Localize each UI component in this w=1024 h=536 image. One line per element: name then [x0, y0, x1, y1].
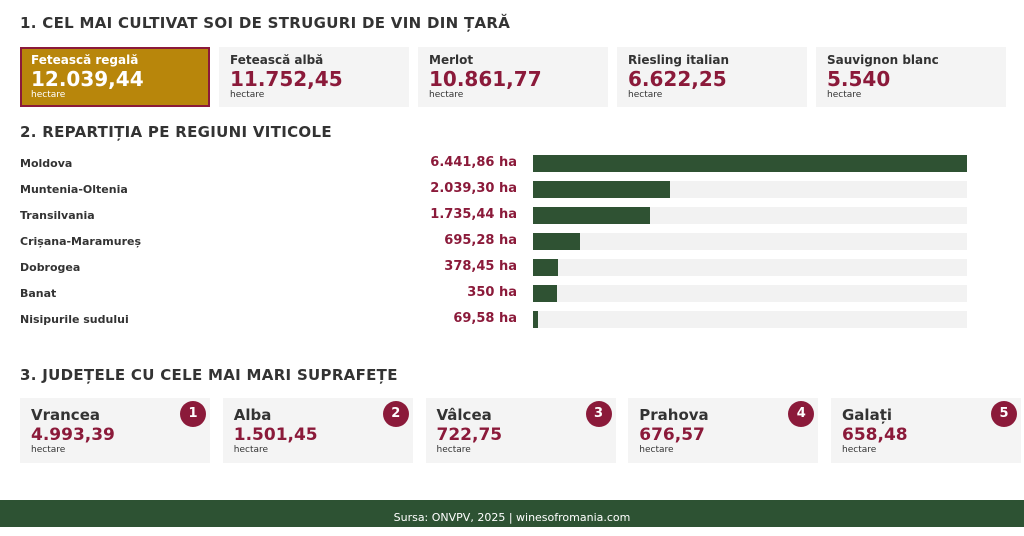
county-name: Alba	[233, 406, 272, 424]
variety-value: 5.540	[827, 67, 891, 91]
variety-unit: hectare	[230, 90, 265, 100]
region-value: 69,58 ha	[453, 311, 517, 326]
variety-unit: hectare	[429, 90, 464, 100]
variety-value: 6.622,25	[628, 67, 727, 91]
variety-card: Riesling italian 6.622,25 hectare	[617, 47, 807, 107]
rank-badge: 4	[788, 401, 815, 427]
variety-name: Sauvignon blanc	[827, 53, 939, 67]
region-label: Transilvania	[20, 209, 95, 222]
county-value: 722,75	[436, 425, 503, 445]
variety-card: Fetească albă 11.752,45 hectare	[219, 47, 409, 107]
county-name: Vâlcea	[436, 406, 492, 424]
county-card: 2 Alba 1.501,45 hectare	[222, 398, 413, 463]
county-value: 1.501,45	[233, 425, 318, 445]
region-bar	[533, 259, 559, 276]
region-bar-track	[533, 259, 967, 276]
county-unit: hectare	[31, 445, 66, 455]
variety-name: Merlot	[429, 53, 474, 67]
region-bar	[533, 233, 580, 250]
county-card: 1 Vrancea 4.993,39 hectare	[20, 398, 210, 463]
section-1-title: 1. CEL MAI CULTIVAT SOI DE STRUGURI DE V…	[20, 14, 511, 32]
county-name: Galați	[842, 406, 893, 424]
county-unit: hectare	[233, 445, 269, 455]
variety-card: Sauvignon blanc 5.540 hectare	[816, 47, 1006, 107]
county-value: 658,48	[842, 425, 908, 445]
variety-value: 11.752,45	[230, 67, 343, 91]
variety-unit: hectare	[827, 90, 862, 100]
region-label: Crișana-Maramureș	[20, 235, 141, 248]
region-label: Banat	[20, 287, 57, 300]
region-value: 350 ha	[467, 285, 517, 300]
variety-unit: hectare	[31, 90, 66, 100]
region-label: Moldova	[20, 157, 73, 170]
region-row: Moldova 6.441,86 ha	[20, 155, 970, 173]
county-card: 4 Prahova 676,57 hectare	[628, 398, 819, 463]
region-label: Dobrogea	[20, 261, 81, 274]
region-row: Dobrogea 378,45 ha	[20, 259, 970, 277]
region-bar-track	[533, 155, 967, 172]
region-value: 1.735,44 ha	[430, 207, 517, 222]
region-label: Nisipurile sudului	[20, 313, 129, 326]
rank-badge: 2	[382, 401, 409, 427]
region-value: 695,28 ha	[444, 233, 517, 248]
region-bar-track	[533, 285, 967, 302]
section-3-title: 3. JUDEȚELE CU CELE MAI MARI SUPRAFEȚE	[20, 366, 398, 384]
county-card: 5 Galați 658,48 hectare	[831, 398, 1021, 463]
region-value: 2.039,30 ha	[430, 181, 517, 196]
county-name: Vrancea	[31, 406, 100, 424]
variety-value: 12.039,44	[31, 67, 144, 91]
region-value: 6.441,86 ha	[430, 155, 517, 170]
region-bar	[533, 311, 538, 328]
county-unit: hectare	[639, 445, 674, 455]
footer-source: Sursa: ONVPV, 2025 | winesofromania.com	[0, 500, 1024, 527]
county-unit: hectare	[436, 445, 471, 455]
region-value: 378,45 ha	[444, 259, 517, 274]
rank-badge: 5	[991, 401, 1017, 427]
variety-name: Fetească regală	[31, 53, 139, 67]
region-row: Crișana-Maramureș 695,28 ha	[20, 233, 970, 251]
region-bar	[533, 207, 650, 224]
variety-name: Fetească albă	[230, 53, 324, 67]
variety-unit: hectare	[628, 90, 663, 100]
variety-value: 10.861,77	[429, 67, 542, 91]
county-value: 4.993,39	[31, 425, 115, 445]
region-bar-track	[533, 181, 967, 198]
section-2-title: 2. REPARTIȚIA PE REGIUNI VITICOLE	[20, 123, 332, 141]
region-bar	[533, 181, 671, 198]
rank-badge: 3	[585, 401, 612, 427]
region-row: Nisipurile sudului 69,58 ha	[20, 311, 970, 329]
variety-name: Riesling italian	[628, 53, 729, 67]
region-bar	[533, 285, 557, 302]
county-card: 3 Vâlcea 722,75 hectare	[425, 398, 616, 463]
rank-badge: 1	[180, 401, 206, 427]
county-name: Prahova	[639, 406, 709, 424]
region-row: Transilvania 1.735,44 ha	[20, 207, 970, 225]
region-row: Banat 350 ha	[20, 285, 970, 303]
region-bar-track	[533, 233, 967, 250]
county-unit: hectare	[842, 445, 877, 455]
region-label: Muntenia-Oltenia	[20, 183, 128, 196]
region-bar	[533, 155, 967, 172]
county-value: 676,57	[639, 425, 705, 445]
region-row: Muntenia-Oltenia 2.039,30 ha	[20, 181, 970, 199]
variety-card: Merlot 10.861,77 hectare	[418, 47, 608, 107]
region-bar-track	[533, 311, 967, 328]
variety-card: Fetească regală 12.039,44 hectare	[20, 47, 210, 107]
region-bar-track	[533, 207, 967, 224]
